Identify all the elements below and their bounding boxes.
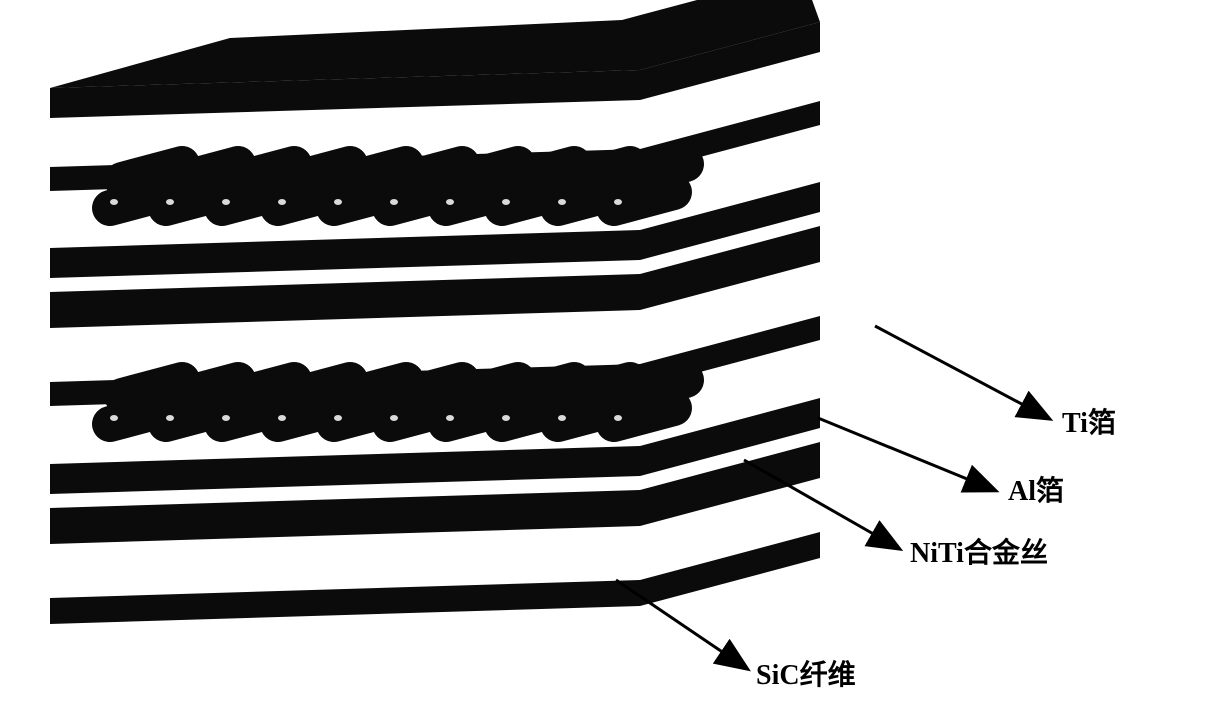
fiber-highlight-0-4 bbox=[334, 199, 342, 205]
fiber-highlight-0-3 bbox=[278, 199, 286, 205]
fiber-highlight-0-1 bbox=[166, 199, 174, 205]
arrow-ti bbox=[875, 326, 1048, 418]
arrow-al bbox=[818, 418, 994, 490]
fiber-highlight-0-8 bbox=[558, 199, 566, 205]
fiber-highlight-0-9 bbox=[614, 199, 622, 205]
fiber-highlight-1-0 bbox=[110, 415, 118, 421]
fiber-highlight-0-7 bbox=[502, 199, 510, 205]
label-sic: SiC纤维 bbox=[756, 659, 856, 691]
layer-al-foil-3 bbox=[50, 532, 820, 624]
fiber-highlight-1-1 bbox=[166, 415, 174, 421]
fiber-row-1 bbox=[92, 362, 704, 442]
fiber-highlight-1-8 bbox=[558, 415, 566, 421]
fiber-highlight-1-4 bbox=[334, 415, 342, 421]
label-al: Al箔 bbox=[1008, 474, 1064, 507]
fiber-highlight-1-6 bbox=[446, 415, 454, 421]
label-ti: Ti箔 bbox=[1062, 406, 1116, 439]
fiber-highlight-0-2 bbox=[222, 199, 230, 205]
fiber-highlight-1-5 bbox=[390, 415, 398, 421]
fiber-highlight-1-3 bbox=[278, 415, 286, 421]
fiber-highlight-1-7 bbox=[502, 415, 510, 421]
label-niti: NiTi合金丝 bbox=[910, 536, 1048, 569]
fiber-highlight-0-6 bbox=[446, 199, 454, 205]
fiber-highlight-0-0 bbox=[110, 199, 118, 205]
arrow-niti bbox=[744, 460, 898, 548]
fiber-highlight-1-2 bbox=[222, 415, 230, 421]
fiber-highlight-0-5 bbox=[390, 199, 398, 205]
fiber-row-0 bbox=[92, 146, 704, 226]
fiber-highlight-1-9 bbox=[614, 415, 622, 421]
